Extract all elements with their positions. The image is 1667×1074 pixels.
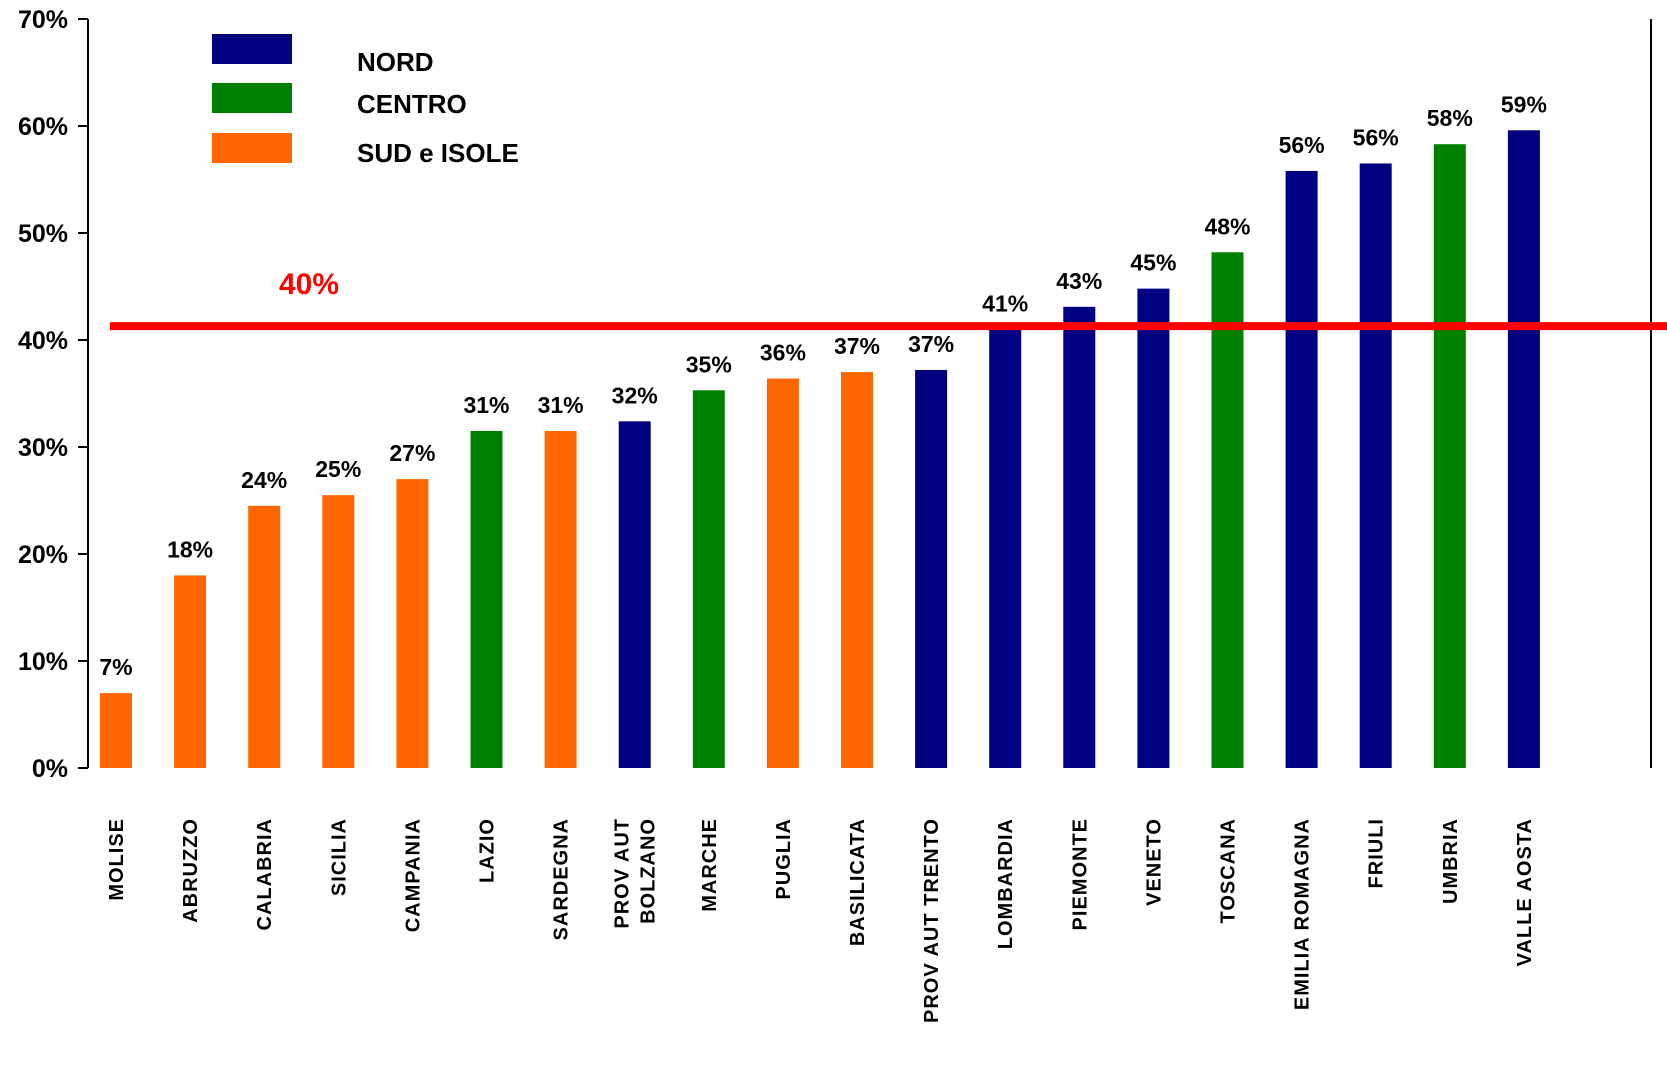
bar: [618, 421, 651, 768]
bar: [100, 693, 132, 768]
data-label: 56%: [1279, 132, 1325, 158]
data-label: 37%: [908, 331, 954, 357]
y-tick-label: 20%: [18, 541, 68, 569]
bar: [1063, 306, 1096, 768]
legend-swatch: [212, 83, 292, 113]
category-label: LAZIO: [477, 818, 499, 883]
category-label: PROV AUT: [612, 818, 634, 929]
bar: [1433, 144, 1466, 768]
data-labels: 7% 18% 24% 25% 27% 31% 31% 32% 35% 36% 37% 37% 41% 43…: [99, 91, 1547, 680]
bar: [915, 369, 948, 768]
category-label: CAMPANIA: [402, 818, 424, 932]
y-axis: 0% 10% 20% 30% 40% 50% 60% 70%: [18, 6, 1652, 783]
data-label: 7%: [99, 654, 132, 680]
category-label: PUGLIA: [773, 818, 795, 900]
category-label: EMILIA ROMAGNA: [1292, 818, 1314, 1010]
category-label: FRIULI: [1366, 818, 1388, 888]
legend-label: NORD: [357, 47, 434, 77]
category-label: SARDEGNA: [551, 818, 573, 940]
bar: [841, 372, 873, 768]
category-label: PIEMONTE: [1069, 818, 1091, 930]
legend-swatch: [212, 34, 292, 64]
data-label: 27%: [389, 440, 435, 466]
data-label: 18%: [167, 536, 213, 562]
bar: [470, 430, 503, 768]
bar: [766, 378, 799, 768]
legend-label: CENTRO: [357, 89, 467, 119]
y-tick-label: 40%: [18, 327, 68, 355]
category-labels: MOLISE ABRUZZO CALABRIA SICILIA CAMPANIA LAZI…: [106, 818, 1536, 1023]
category-label: MARCHE: [699, 818, 721, 912]
bar: [692, 390, 725, 768]
data-label: 36%: [760, 340, 806, 366]
data-label: 31%: [463, 392, 509, 418]
reference-line-label: 40%: [279, 268, 339, 301]
category-label: PROV AUT TRENTO: [921, 818, 943, 1023]
y-tick-label: 70%: [18, 6, 68, 34]
bars: [100, 130, 1540, 768]
y-tick-label: 60%: [18, 113, 68, 141]
bar: [1211, 252, 1244, 768]
category-label: UMBRIA: [1440, 818, 1462, 904]
data-label: 41%: [982, 290, 1028, 316]
bar: [989, 329, 1022, 768]
data-label: 45%: [1130, 250, 1176, 276]
data-label: 58%: [1427, 105, 1473, 131]
y-tick-label: 10%: [18, 648, 68, 676]
bar: [544, 430, 577, 768]
category-label: SICILIA: [328, 818, 350, 896]
bar: [322, 495, 355, 768]
data-label: 35%: [686, 351, 732, 377]
legend: NORD CENTRO SUD e ISOLE: [212, 34, 519, 168]
data-label: 25%: [315, 456, 361, 482]
category-label: VENETO: [1143, 818, 1165, 906]
category-label: ABRUZZO: [180, 818, 202, 923]
bar: [396, 479, 429, 768]
y-tick-label: 30%: [18, 434, 68, 462]
bar: [1359, 163, 1392, 768]
data-label: 32%: [612, 382, 658, 408]
bar: [1285, 170, 1318, 768]
category-label: TOSCANA: [1218, 818, 1240, 924]
category-label: LOMBARDIA: [995, 818, 1017, 949]
legend-label: SUD e ISOLE: [357, 138, 519, 168]
data-label: 37%: [834, 333, 880, 359]
y-tick-label: 0%: [32, 755, 68, 783]
bar: [174, 575, 207, 768]
legend-swatch: [212, 133, 292, 163]
bar: [1507, 130, 1540, 768]
data-label: 43%: [1056, 268, 1102, 294]
category-label: CALABRIA: [254, 818, 276, 930]
data-label: 31%: [538, 392, 584, 418]
bar: [1137, 288, 1170, 768]
category-label: BOLZANO: [638, 818, 660, 924]
data-label: 59%: [1501, 91, 1547, 117]
y-tick-label: 50%: [18, 220, 68, 248]
bar: [248, 505, 281, 768]
data-label: 24%: [241, 467, 287, 493]
reference-line-group: 40%: [110, 268, 1667, 331]
category-label: BASILICATA: [847, 818, 869, 946]
data-label: 56%: [1353, 124, 1399, 150]
data-label: 48%: [1204, 213, 1250, 239]
category-label: MOLISE: [106, 818, 128, 901]
category-label: VALLE AOSTA: [1514, 818, 1536, 966]
